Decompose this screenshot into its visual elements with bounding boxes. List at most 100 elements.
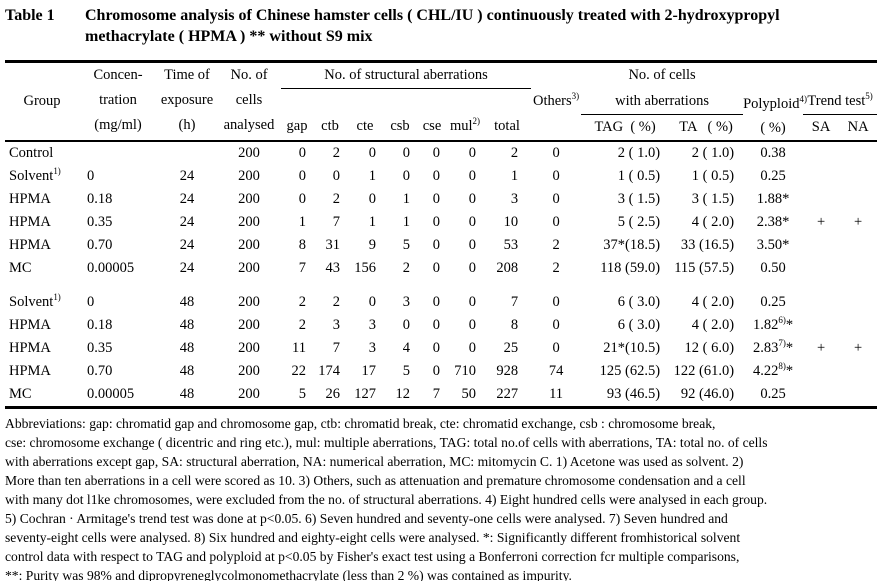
cell-group: HPMA xyxy=(9,339,51,356)
cell-mul: 0 xyxy=(468,144,476,161)
cell-poly: 2.837)* xyxy=(753,337,794,356)
cell-cse: 0 xyxy=(432,339,440,356)
footnote-line: with many dot l1ke chromosomes, were exc… xyxy=(5,491,768,507)
cell-mul: 0 xyxy=(468,167,476,184)
col-header-polyploid: Polyploid4) ( %) xyxy=(743,93,807,136)
col-header-gap: gap xyxy=(286,118,308,134)
table-row: HPMA 0.70 48 200 22 174 17 5 0 710 928 74 125 (62.5)… xyxy=(5,360,877,383)
cell-cse: 0 xyxy=(432,236,440,253)
cell-sa xyxy=(803,291,839,314)
cell-ta: 1 ( 0.5) xyxy=(691,167,735,184)
cell-group: MC xyxy=(9,385,32,402)
cell-sa xyxy=(803,188,839,211)
header-spacer xyxy=(281,89,531,115)
cell-ta: 4 ( 2.0) xyxy=(691,293,735,310)
cell-mul: 710 xyxy=(454,362,476,379)
cell-csb: 0 xyxy=(402,144,410,161)
cell-tag: 21*(10.5) xyxy=(603,339,661,356)
cell-gap: 0 xyxy=(298,144,306,161)
cell-cte: 1 xyxy=(368,167,376,184)
cell-ta: 12 ( 6.0) xyxy=(684,339,735,356)
col-header-concentration: Concen- tration (mg/ml) xyxy=(93,67,143,133)
cell-na xyxy=(839,188,877,211)
col-header-cse: cse xyxy=(422,118,442,134)
cell-csb: 4 xyxy=(402,339,410,356)
footnote-line: More than ten aberrations in a cell were… xyxy=(5,472,746,488)
cell-cse: 0 xyxy=(432,190,440,207)
footnote-line: Abbreviations: gap: chromatid gap and ch… xyxy=(5,415,716,431)
cell-time xyxy=(157,141,217,165)
cell-gap: 0 xyxy=(298,167,306,184)
header-spacer xyxy=(803,62,877,89)
cell-total: 25 xyxy=(503,339,519,356)
col-header-others: Others3) xyxy=(533,90,580,109)
cell-tag: 6 ( 3.0) xyxy=(617,293,661,310)
cell-cells: 200 xyxy=(238,362,260,379)
cell-na: + xyxy=(853,213,863,230)
cell-cte: 0 xyxy=(368,144,376,161)
cell-time: 48 xyxy=(179,362,195,379)
cell-time: 48 xyxy=(179,293,195,310)
cell-na xyxy=(839,234,877,257)
cell-ta: 2 ( 1.0) xyxy=(691,144,735,161)
cell-csb: 12 xyxy=(395,385,411,402)
cell-ctb: 26 xyxy=(325,385,341,402)
footnote-line: control data with respect to TAG and pol… xyxy=(5,548,740,564)
cell-gap: 22 xyxy=(291,362,307,379)
cell-poly: 3.50* xyxy=(756,236,790,253)
cell-tag: 125 (62.5) xyxy=(599,362,661,379)
cell-sa xyxy=(803,314,839,337)
cell-ta: 4 ( 2.0) xyxy=(691,213,735,230)
cell-cells: 200 xyxy=(238,144,260,161)
col-header-cells-analysed: No. of cells analysed xyxy=(223,67,275,133)
table-body: Control 200 0 2 0 0 0 0 2 0 2 ( 1.0) 2 ( 1.0) 0.38 So… xyxy=(5,141,877,408)
cell-mul: 0 xyxy=(468,293,476,310)
cell-ctb: 31 xyxy=(325,236,341,253)
cell-cells: 200 xyxy=(238,339,260,356)
cell-conc: 0.18 xyxy=(87,190,113,207)
col-header-sa: SA xyxy=(811,118,831,135)
cell-ta: 4 ( 2.0) xyxy=(691,316,735,333)
cell-conc: 0.00005 xyxy=(87,385,135,402)
cell-mul: 0 xyxy=(468,316,476,333)
cell-gap: 7 xyxy=(298,259,306,276)
cell-tag: 118 (59.0) xyxy=(600,259,661,276)
cell-others: 0 xyxy=(552,190,560,207)
cell-cse: 0 xyxy=(432,167,440,184)
cell-time: 48 xyxy=(179,339,195,356)
cell-gap: 1 xyxy=(298,213,306,230)
cell-cte: 17 xyxy=(361,362,377,379)
cell-mul: 0 xyxy=(468,339,476,356)
cell-gap: 0 xyxy=(298,190,306,207)
results-table: Group Concen- tration (mg/ml) Time of ex… xyxy=(5,60,878,409)
col-header-ctb: ctb xyxy=(321,118,339,134)
cell-total: 928 xyxy=(496,362,519,379)
cell-gap: 5 xyxy=(298,385,306,402)
cell-cells: 200 xyxy=(238,316,260,333)
cell-na xyxy=(839,257,877,280)
cell-time: 24 xyxy=(179,236,195,253)
cell-sa xyxy=(803,141,839,165)
table-row: HPMA 0.35 24 200 1 7 1 1 0 0 10 0 5 ( 2.5) 4 ( 2.0) 2.… xyxy=(5,211,877,234)
cell-cte: 156 xyxy=(354,259,376,276)
cell-csb: 0 xyxy=(402,167,410,184)
cell-group: HPMA xyxy=(9,316,51,333)
cell-group: Solvent1) xyxy=(9,291,61,310)
cell-total: 53 xyxy=(503,236,519,253)
cell-mul: 0 xyxy=(468,236,476,253)
cell-na: + xyxy=(853,339,863,356)
cell-cte: 3 xyxy=(368,316,376,333)
cell-cte: 1 xyxy=(368,213,376,230)
cell-time: 24 xyxy=(179,213,195,230)
cell-sa xyxy=(803,165,839,188)
col-header-total: total xyxy=(494,118,520,134)
cell-cse: 0 xyxy=(432,362,440,379)
cell-time: 24 xyxy=(179,167,195,184)
cell-tag: 1 ( 0.5) xyxy=(617,167,661,184)
table-row: MC 0.00005 24 200 7 43 156 2 0 0 208 2 118 (59.0) 115… xyxy=(5,257,877,280)
cell-poly: 0.25 xyxy=(760,167,786,184)
cell-tag: 37*(18.5) xyxy=(603,236,661,253)
cell-ta: 122 (61.0) xyxy=(673,362,735,379)
cell-csb: 0 xyxy=(402,316,410,333)
cell-ctb: 2 xyxy=(332,190,340,207)
